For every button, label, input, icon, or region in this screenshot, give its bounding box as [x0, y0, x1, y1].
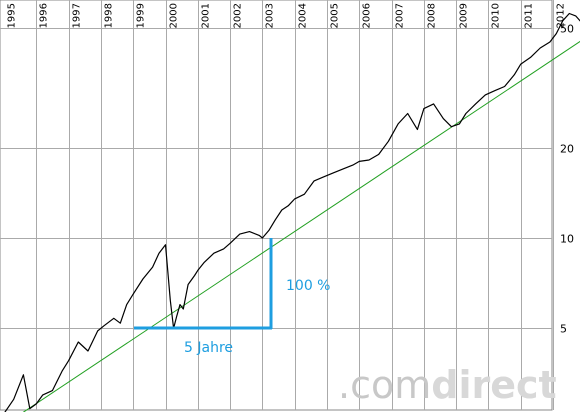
year-labels: 1995 1996 1997 1998 1999 2000 2001 2002 2003 2004… [7, 3, 567, 28]
year-label: 2010 [491, 3, 502, 28]
year-label: 2002 [233, 3, 244, 28]
year-label: 1996 [39, 3, 50, 28]
plot-background [0, 0, 553, 411]
svg-text:.comdirect: .comdirect [338, 363, 557, 407]
y-tick-label: 50 [560, 23, 574, 36]
trend-line [22, 40, 580, 412]
year-label: 2007 [395, 3, 406, 28]
price-line [4, 12, 580, 412]
watermark: .comdirect [338, 363, 557, 407]
watermark-prefix: com [350, 363, 431, 407]
watermark-suffix: direct [431, 363, 556, 407]
annotation-five-years-label: 5 Jahre [184, 340, 233, 356]
y-tick-label: 5 [560, 323, 567, 336]
year-label: 1999 [136, 3, 147, 28]
y-tick-label: 10 [560, 233, 574, 246]
year-label: 2011 [524, 3, 535, 28]
series-layer [4, 12, 580, 412]
watermark-dot: . [338, 363, 350, 407]
year-label: 2005 [330, 3, 341, 28]
year-label: 1998 [104, 3, 115, 28]
y-tick-labels: 5 10 20 50 [560, 23, 574, 336]
year-label: 2009 [459, 3, 470, 28]
annotation-hundred-percent-label: 100 % [286, 278, 330, 294]
year-label: 2000 [169, 3, 180, 28]
year-label: 2006 [362, 3, 373, 28]
year-label: 2008 [427, 3, 438, 28]
y-tick-label: 20 [560, 143, 574, 156]
year-label: 2003 [265, 3, 276, 28]
year-label: 1997 [72, 3, 83, 28]
year-label: 2012 [556, 3, 567, 28]
year-label: 1995 [7, 3, 18, 28]
year-label: 2004 [298, 3, 309, 28]
year-label: 2001 [201, 3, 212, 28]
grid [0, 0, 554, 410]
annotation-layer: 100 % 5 Jahre [134, 238, 330, 356]
